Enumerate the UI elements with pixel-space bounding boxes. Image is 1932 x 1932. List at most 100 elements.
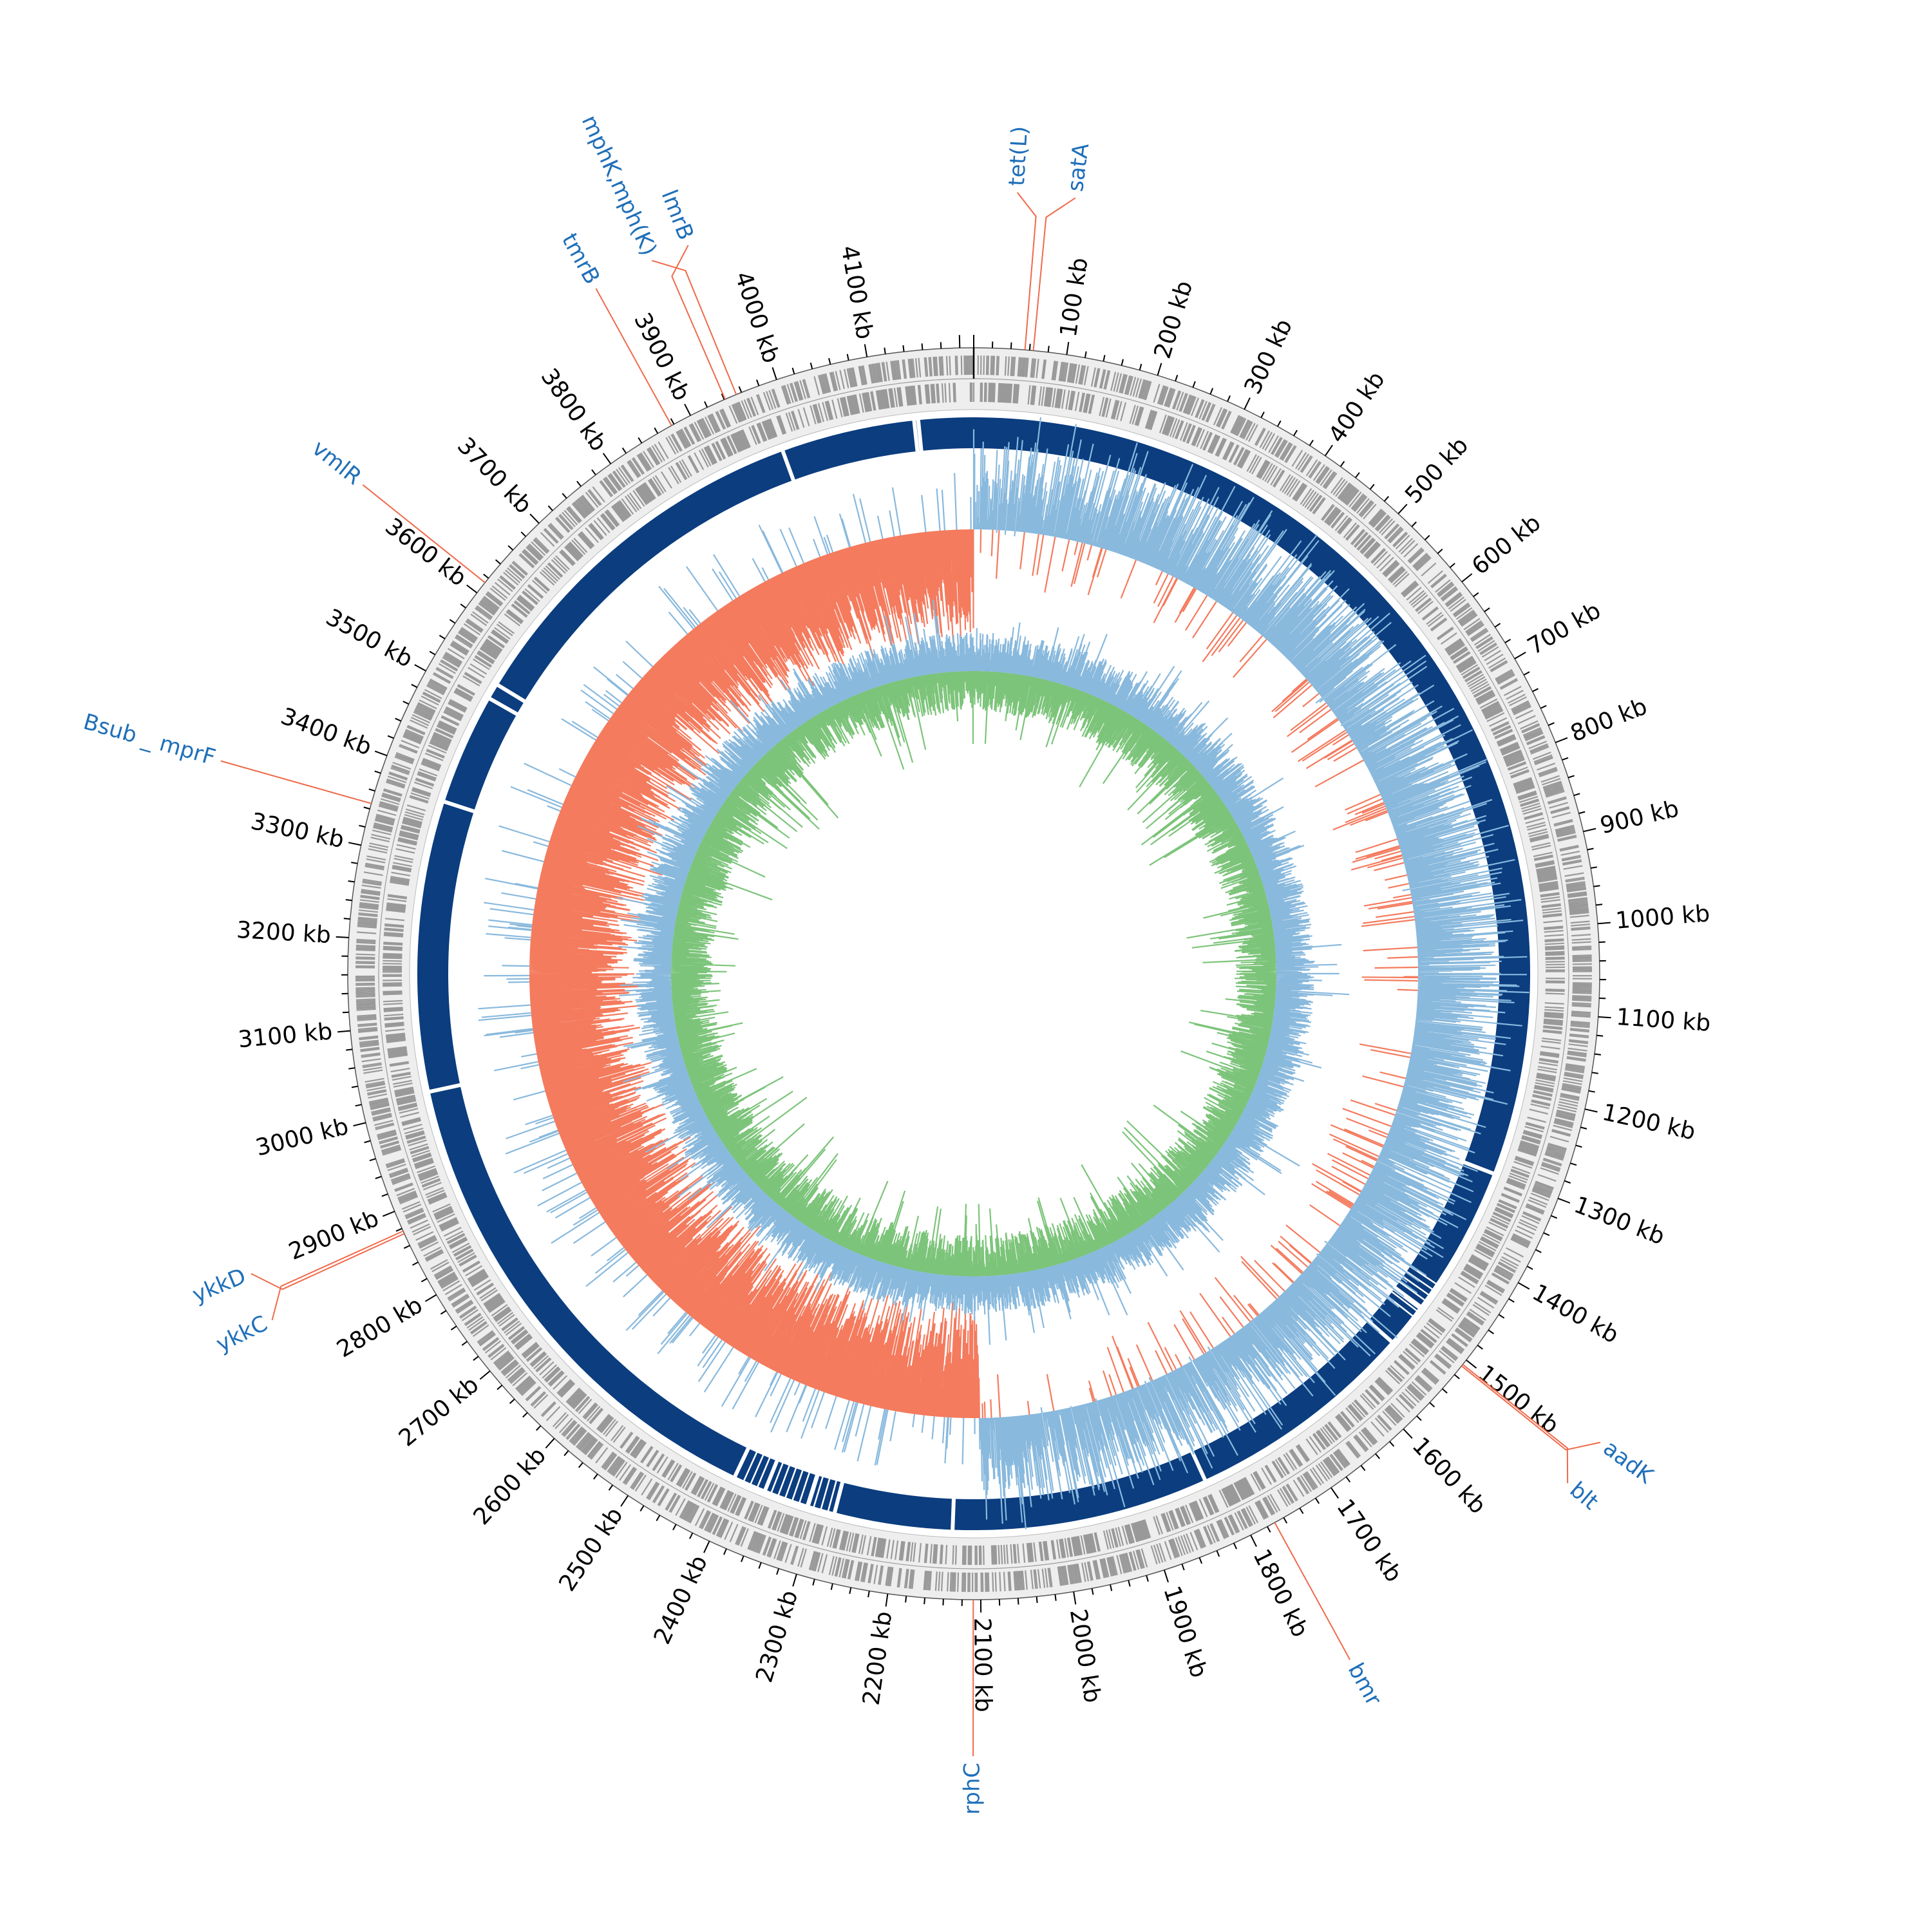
gene-label: vmlR — [307, 435, 366, 490]
gene-leader-line — [251, 1233, 405, 1291]
gene-leader-line — [271, 1230, 404, 1321]
contig-gap — [732, 1445, 752, 1480]
gene-label: tet(L) — [1004, 126, 1033, 187]
forward-cds-marks — [355, 355, 1593, 1593]
tick-label: 2700 kb — [394, 1372, 484, 1452]
gene-leader-line — [362, 484, 486, 583]
tick-label: 3500 kb — [321, 604, 417, 673]
contig-gap — [777, 1463, 791, 1498]
tick-label: 800 kb — [1567, 694, 1651, 748]
tick-label: 3900 kb — [629, 308, 695, 404]
contig-gap — [441, 799, 477, 814]
contig-gap — [770, 1461, 785, 1495]
tick-label: 2900 kb — [285, 1205, 383, 1265]
tick-label: 2300 kb — [751, 1587, 803, 1685]
contig-gap — [486, 696, 520, 717]
tick-label: 4000 kb — [730, 269, 784, 366]
gene-leader-line — [1461, 1365, 1601, 1451]
contig-gap — [806, 1472, 820, 1508]
gene-label: bmr — [1343, 1659, 1387, 1710]
tick-label: 600 kb — [1467, 509, 1546, 580]
contig-gap — [1400, 1274, 1431, 1297]
contig-gap — [916, 417, 924, 454]
contig-gap — [427, 1083, 464, 1094]
gene-label: rphC — [960, 1763, 985, 1815]
tick-marks — [336, 335, 1611, 1613]
cds-track — [355, 355, 1593, 1593]
tick-label: 700 kb — [1523, 597, 1605, 660]
gene-label: mphK,mph(K) — [576, 111, 662, 260]
contig-gap — [951, 1496, 956, 1533]
tick-label: 2000 kb — [1065, 1607, 1106, 1705]
contig-gap — [784, 1465, 798, 1501]
tick-label: 1800 kb — [1247, 1545, 1313, 1642]
contig-gap — [495, 682, 528, 705]
tick-label: 3800 kb — [535, 364, 612, 456]
contig-gap — [1404, 1269, 1435, 1292]
gene-leader-line — [1462, 1363, 1569, 1484]
tick-label: 400 kb — [1323, 367, 1390, 448]
contig-gap — [1397, 1280, 1427, 1302]
contig-gap — [1365, 1318, 1395, 1345]
gc-skew-track — [616, 600, 1350, 1345]
gene-label: blt — [1565, 1477, 1604, 1515]
tick-label: 3200 kb — [236, 917, 332, 949]
tick-label: 3600 kb — [380, 513, 471, 592]
contig-gap — [826, 1478, 838, 1514]
reverse-cds-marks — [382, 382, 1566, 1566]
tick-label: 1100 kb — [1615, 1004, 1711, 1037]
tick-label: 1500 kb — [1473, 1360, 1564, 1439]
contig-gap — [780, 448, 797, 484]
tick-label: 2200 kb — [858, 1609, 898, 1707]
tick-label: 3400 kb — [277, 703, 375, 761]
gene-leader-line — [671, 245, 726, 400]
contig-gap — [812, 1474, 824, 1510]
gene-leader-line — [1032, 197, 1076, 351]
gene-label: satA — [1063, 142, 1094, 193]
gene-leader-line — [220, 760, 372, 804]
tick-label: 2500 kb — [554, 1503, 628, 1596]
contig-gap — [1393, 1284, 1423, 1308]
tick-label: 1700 kb — [1331, 1495, 1406, 1587]
tick-label: 2400 kb — [649, 1551, 713, 1648]
tick-label: 1400 kb — [1528, 1279, 1623, 1349]
tick-label: 1900 kb — [1158, 1583, 1212, 1681]
tick-label: 3300 kb — [249, 808, 346, 853]
gene-leader-line — [595, 288, 672, 426]
gene-label: aadK — [1598, 1435, 1659, 1490]
tick-label: 1600 kb — [1407, 1432, 1492, 1519]
gc-skew-positive — [616, 600, 1350, 1345]
tick-label: 2800 kb — [332, 1292, 427, 1363]
tick-label: 3100 kb — [237, 1018, 334, 1053]
contig-gap — [791, 1468, 804, 1503]
tick-label: 1200 kb — [1600, 1099, 1698, 1146]
tick-label: 900 kb — [1598, 795, 1681, 839]
gene-leader-line — [1016, 192, 1037, 350]
contig-gap — [1461, 1159, 1497, 1177]
gene-leader-line — [1274, 1522, 1351, 1660]
gc-content-negative — [529, 529, 1419, 1419]
tick-label: 3700 kb — [452, 433, 536, 519]
gc-content-positive — [478, 417, 1530, 1530]
gene-label: Bsub _ mprF — [80, 709, 218, 771]
tick-label: 2600 kb — [468, 1443, 551, 1530]
gene-label: tmrB — [556, 229, 605, 289]
gene-leader-line — [651, 260, 737, 395]
contig-gap — [912, 417, 920, 454]
contig-gap — [742, 1450, 759, 1484]
gene-label: lmrB — [656, 186, 699, 243]
contig-gap — [1389, 1289, 1419, 1313]
contig-gap — [762, 1457, 778, 1492]
gene-label: ykkD — [189, 1264, 249, 1309]
gc-skew-negative — [670, 670, 1277, 1277]
contig-gap — [1189, 1448, 1208, 1483]
contig-gap — [832, 1479, 845, 1516]
contig-gap — [749, 1452, 765, 1486]
contig-gap — [819, 1476, 831, 1512]
gc-content-track — [478, 417, 1530, 1530]
tick-label: 200 kb — [1150, 278, 1198, 361]
tick-label: 1000 kb — [1615, 900, 1711, 934]
tick-label: 1300 kb — [1571, 1191, 1669, 1250]
tick-label: 100 kb — [1056, 256, 1094, 339]
